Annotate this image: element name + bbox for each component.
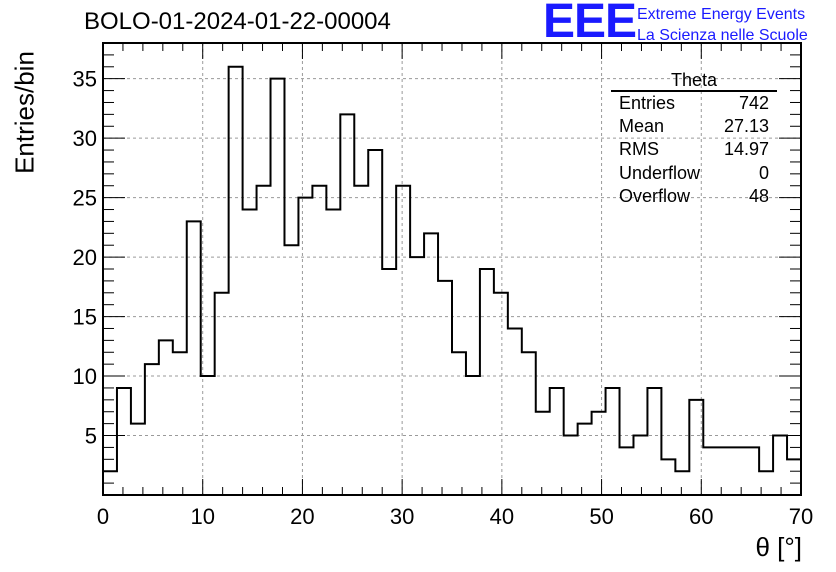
stats-label: Entries bbox=[619, 93, 676, 113]
y-axis-label: Entries/bin bbox=[9, 51, 40, 174]
stats-box: Theta Entries 742 Mean 27.13 RMS 14.97 U… bbox=[611, 70, 777, 208]
x-tick-label: 50 bbox=[589, 504, 613, 529]
stats-label: Mean bbox=[619, 116, 665, 137]
stats-row-overflow: Overflow 48 bbox=[611, 185, 777, 208]
logo-line-2: La Scienza nelle Scuole bbox=[637, 27, 808, 44]
y-tick-label: 35 bbox=[73, 67, 97, 92]
stats-value: 14.97 bbox=[723, 139, 769, 160]
stats-row-rms: RMS 14.97 bbox=[611, 138, 777, 161]
stats-row-underflow: Underflow 0 bbox=[611, 162, 777, 185]
eee-logo-text: Extreme Energy Events La Scienza nelle S… bbox=[637, 4, 808, 46]
stats-value: 27.13 bbox=[723, 116, 769, 137]
x-tick-label: 40 bbox=[490, 504, 514, 529]
y-tick-label: 5 bbox=[85, 424, 97, 449]
x-tick-label: 60 bbox=[689, 504, 713, 529]
stats-row-mean: Mean 27.13 bbox=[611, 115, 777, 138]
y-tick-label: 20 bbox=[73, 245, 97, 270]
x-tick-label: 10 bbox=[190, 504, 214, 529]
histogram-series bbox=[102, 65, 802, 495]
x-tick-label: 30 bbox=[390, 504, 414, 529]
y-tick-label: 10 bbox=[73, 364, 97, 389]
stats-label: RMS bbox=[619, 139, 659, 160]
y-tick-label: 15 bbox=[73, 305, 97, 330]
stats-title: Theta bbox=[611, 70, 777, 92]
y-tick-label: 25 bbox=[73, 186, 97, 211]
stats-value: 48 bbox=[748, 185, 769, 206]
stats-label: Overflow bbox=[619, 185, 691, 206]
y-tick-label: 30 bbox=[73, 126, 97, 151]
stats-row-entries: Entries 742 bbox=[611, 92, 777, 115]
stats-label: Underflow bbox=[619, 162, 701, 183]
stats-value: 742 bbox=[738, 93, 769, 113]
x-axis-label: θ [°] bbox=[755, 532, 802, 562]
axis-tick-labels: 0 10 20 30 40 50 60 70 5 10 15 20 25 30 35 bbox=[73, 67, 814, 529]
eee-logo-mark: EEE bbox=[543, 0, 637, 48]
logo-line-1: Extreme Energy Events bbox=[637, 6, 806, 23]
x-tick-label: 20 bbox=[290, 504, 314, 529]
chart-title: BOLO-01-2024-01-22-00004 bbox=[84, 8, 391, 35]
x-tick-label: 70 bbox=[789, 504, 813, 529]
x-tick-label: 0 bbox=[97, 504, 109, 529]
axis-ticks bbox=[102, 43, 802, 495]
stats-value: 0 bbox=[758, 162, 769, 183]
